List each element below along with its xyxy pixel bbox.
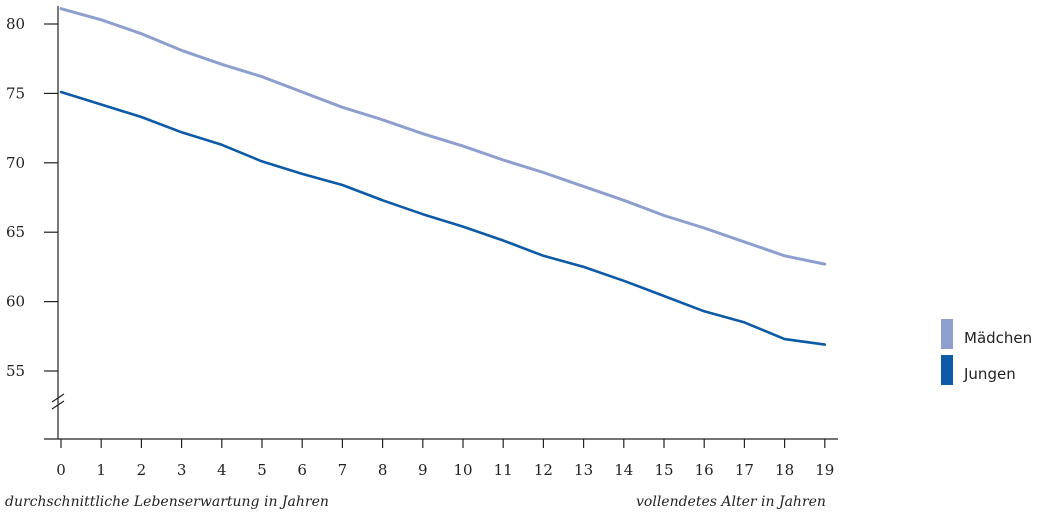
x-tick-label-13: 13: [574, 461, 593, 479]
x-tick-label-2: 2: [137, 461, 147, 479]
x-tick-label-10: 10: [453, 461, 472, 479]
axes: [44, 6, 838, 448]
y-tick-label-75: 75: [6, 84, 25, 102]
y-tick-label-80: 80: [6, 15, 25, 33]
x-tick-label-12: 12: [534, 461, 553, 479]
y-tick-label-55: 55: [6, 362, 25, 380]
x-tick-label-6: 6: [297, 461, 307, 479]
x-tick-label-8: 8: [378, 461, 388, 479]
y-axis-caption: durchschnittliche Lebenserwartung in Jah…: [5, 494, 329, 510]
y-tick-label-60: 60: [6, 293, 25, 311]
x-tick-label-1: 1: [96, 461, 106, 479]
x-tick-label-15: 15: [654, 461, 673, 479]
x-tick-label-9: 9: [418, 461, 428, 479]
x-tick-label-18: 18: [775, 461, 794, 479]
x-tick-label-3: 3: [177, 461, 187, 479]
x-tick-label-11: 11: [494, 461, 513, 479]
x-tick-label-19: 19: [815, 461, 834, 479]
x-tick-label-4: 4: [217, 461, 227, 479]
x-tick-label-0: 0: [56, 461, 66, 479]
axis-break-mark: [51, 393, 65, 403]
x-tick-label-5: 5: [257, 461, 267, 479]
x-axis-caption: vollendetes Alter in Jahren: [636, 494, 826, 510]
legend-label-jungen: Jungen: [964, 365, 1016, 383]
legend-swatch-jungen: [941, 355, 953, 385]
x-tick-label-7: 7: [338, 461, 348, 479]
y-tick-label-70: 70: [6, 154, 25, 172]
series-lines: [59, 7, 827, 346]
legend-label-maedchen: Mädchen: [964, 329, 1033, 347]
x-tick-label-17: 17: [735, 461, 754, 479]
series-line-maedchen: [59, 7, 827, 266]
x-tick-label-14: 14: [614, 461, 633, 479]
x-tick-label-16: 16: [695, 461, 714, 479]
series-line-jungen: [59, 90, 827, 346]
legend-swatch-maedchen: [941, 319, 953, 349]
y-tick-label-65: 65: [6, 223, 25, 241]
axis-break-mark: [51, 400, 65, 410]
